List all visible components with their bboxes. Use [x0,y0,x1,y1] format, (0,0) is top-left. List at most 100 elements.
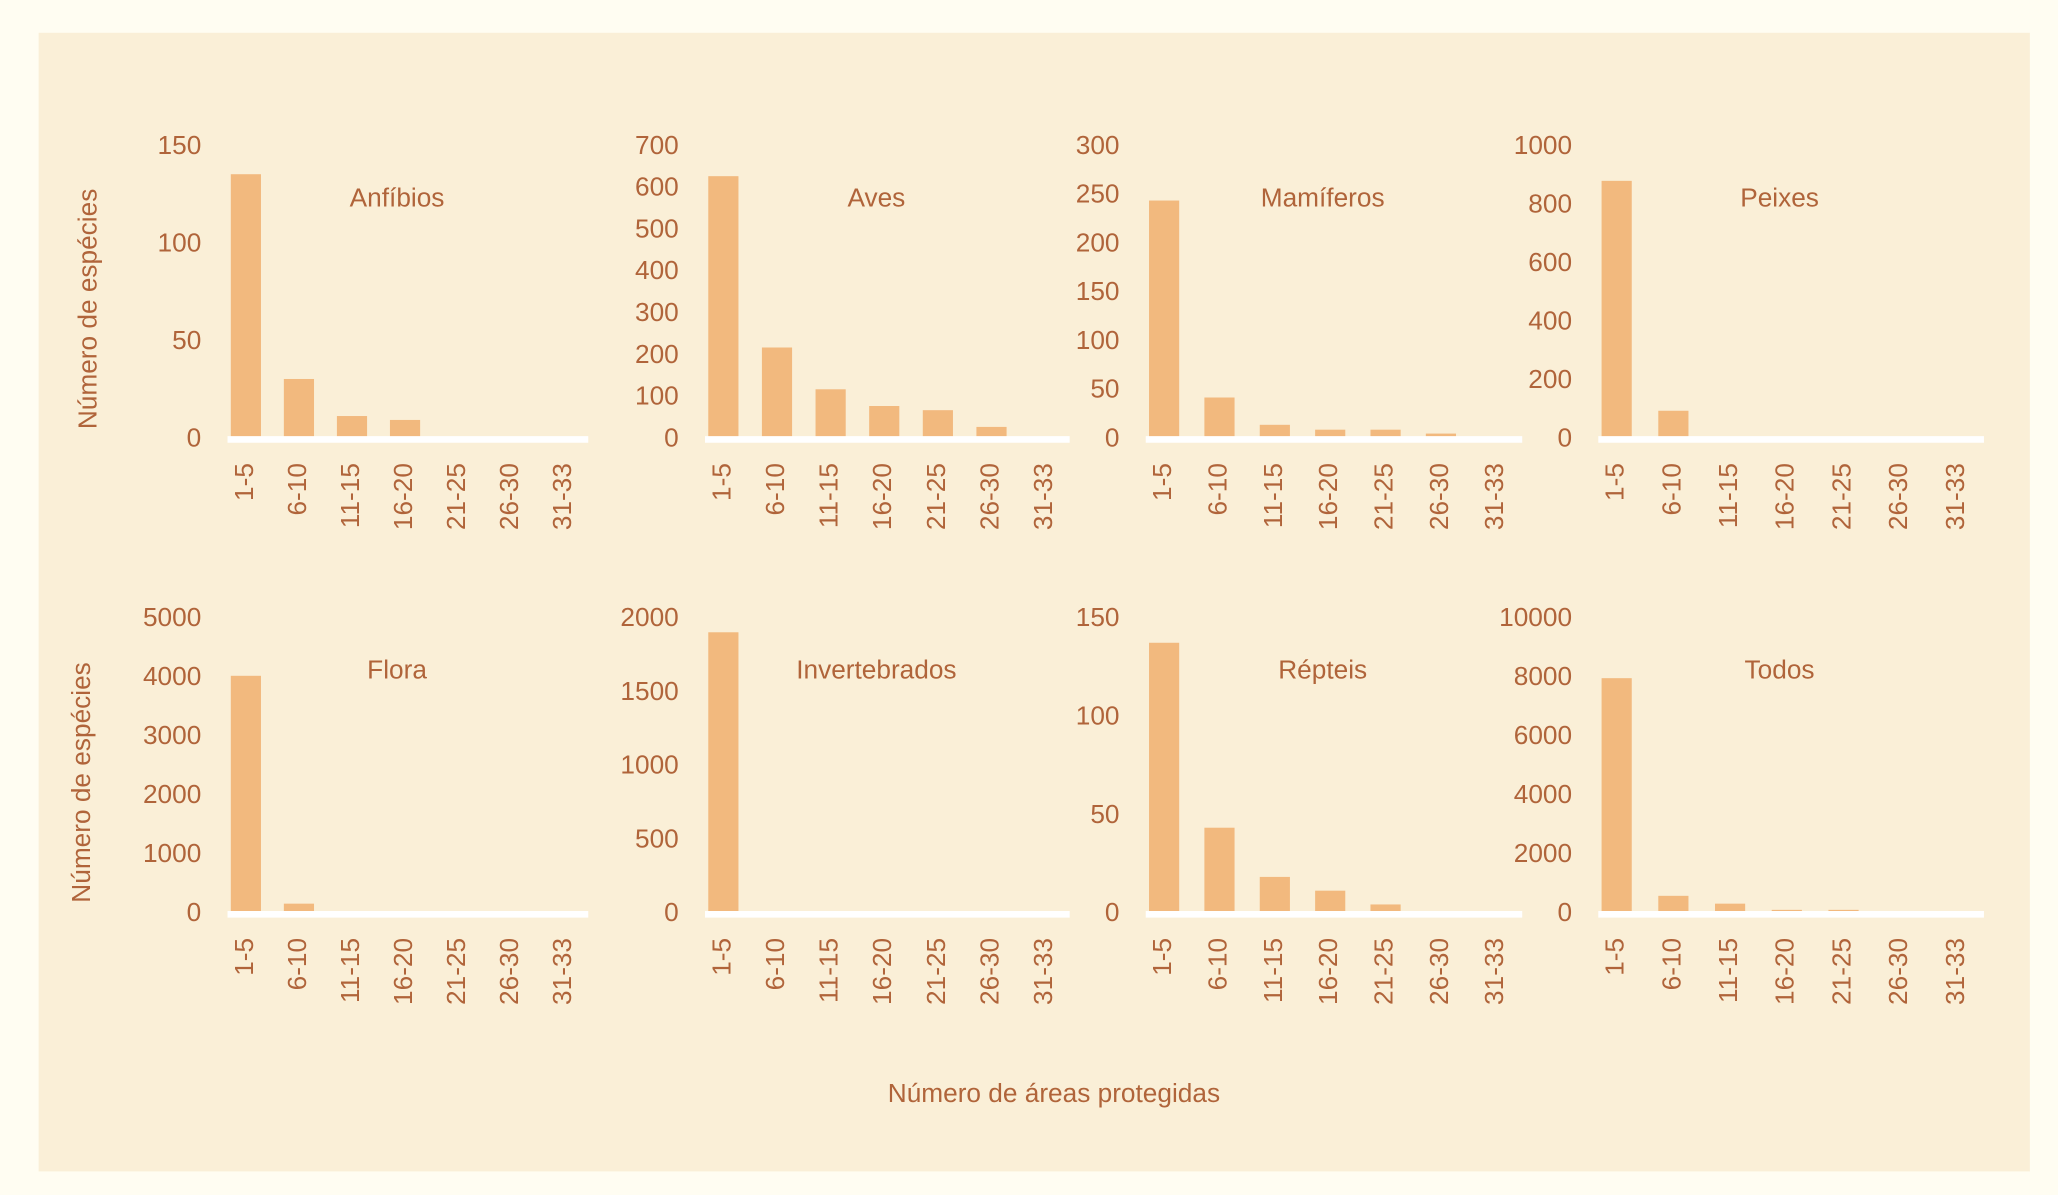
x-tick-label: 26-30 [494,938,524,1005]
bar [708,632,739,915]
x-tick-label: 11-15 [814,938,844,1003]
x-tick-label: 6-10 [1202,463,1232,515]
y-tick-label: 50 [1090,799,1119,829]
panel-background [38,32,2030,1172]
x-tick-label: 6-10 [1656,463,1686,515]
x-tick-label: 6-10 [760,463,790,515]
x-tick-label: 1-5 [1147,463,1177,501]
y-tick-label: 500 [635,213,679,243]
x-tick-label: 21-25 [1826,463,1856,530]
x-tick-label: 26-30 [1424,938,1454,1005]
y-tick-label: 2000 [620,602,678,632]
chart-title: Todos [1745,655,1815,685]
chart-title: Mamíferos [1261,182,1385,212]
y-tick-label: 8000 [1514,661,1572,691]
y-axis-label: Número de espécies [73,189,103,429]
bar [1204,827,1235,915]
y-tick-label: 3000 [143,720,201,750]
chart-title: Anfíbios [350,182,445,212]
y-tick-label: 600 [635,172,679,202]
x-tick-label: 16-20 [867,938,897,1005]
x-tick-label: 6-10 [760,938,790,990]
x-tick-label: 1-5 [706,463,736,501]
y-tick-label: 150 [158,130,202,160]
y-tick-label: 250 [1076,179,1120,209]
y-tick-label: 0 [1557,897,1572,927]
x-tick-label: 21-25 [1826,938,1856,1005]
y-tick-label: 1500 [620,676,678,706]
x-tick-label: 21-25 [441,463,471,530]
chart-title: Invertebrados [796,655,956,685]
y-tick-label: 100 [635,381,679,411]
x-tick-label: 16-20 [1313,938,1343,1005]
x-tick-label: 6-10 [1202,938,1232,990]
x-tick-label: 21-25 [1368,463,1398,530]
y-tick-label: 0 [1105,897,1120,927]
x-tick-label: 1-5 [1147,938,1177,976]
y-tick-label: 6000 [1514,720,1572,750]
x-tick-label: 26-30 [1424,463,1454,530]
x-tick-label: 11-15 [814,463,844,528]
bar [1259,424,1290,440]
y-tick-label: 50 [1090,374,1119,404]
bar [283,903,315,915]
y-tick-label: 300 [1076,130,1120,160]
y-tick-label: 2000 [1514,838,1572,868]
y-tick-label: 0 [664,897,679,927]
bar [1370,429,1401,440]
bar [1259,876,1290,915]
bar [869,406,900,440]
x-tick-label: 26-30 [1883,938,1913,1005]
x-tick-label: 31-33 [547,463,577,530]
chart-title: Flora [367,655,427,685]
y-tick-label: 4000 [143,661,201,691]
bar [1370,904,1401,915]
chart-title: Aves [847,182,905,212]
x-tick-label: 31-33 [1479,463,1509,530]
x-tick-label: 11-15 [1713,463,1743,528]
y-tick-label: 400 [1528,305,1572,335]
x-tick-label: 26-30 [494,463,524,530]
bar [1149,200,1180,440]
y-tick-label: 100 [1076,700,1120,730]
y-tick-label: 0 [187,422,202,452]
y-tick-label: 300 [635,297,679,327]
x-tick-label: 16-20 [1770,463,1800,530]
bar [1315,890,1346,915]
bar [1204,397,1235,440]
bar [815,389,846,440]
y-tick-label: 1000 [1514,130,1572,160]
y-tick-label: 1000 [620,750,678,780]
bar [1601,678,1632,915]
y-tick-label: 400 [635,255,679,285]
x-tick-label: 11-15 [1713,938,1743,1003]
bar [230,174,261,440]
bar [1715,903,1746,915]
x-tick-label: 16-20 [867,463,897,530]
y-tick-label: 1000 [143,838,201,868]
y-tick-label: 4000 [1514,779,1572,809]
y-tick-label: 150 [1076,276,1120,306]
y-tick-label: 800 [1528,188,1572,218]
y-tick-label: 200 [635,339,679,369]
bar [1149,642,1180,915]
y-tick-label: 200 [1528,364,1572,394]
y-axis-label: Número de espécies [66,662,96,902]
y-tick-label: 700 [635,130,679,160]
y-tick-label: 0 [1557,422,1572,452]
x-tick-label: 16-20 [388,938,418,1005]
y-tick-label: 100 [158,227,202,257]
y-tick-label: 100 [1076,325,1120,355]
x-tick-label: 21-25 [441,938,471,1005]
bar [1658,410,1689,440]
x-tick-label: 31-33 [1028,463,1058,530]
y-tick-label: 0 [187,897,202,927]
bar [708,176,739,440]
y-tick-label: 150 [1076,602,1120,632]
x-tick-label: 11-15 [335,938,365,1003]
x-tick-label: 26-30 [974,463,1004,530]
bar [389,419,421,440]
y-tick-label: 500 [635,823,679,853]
x-tick-label: 21-25 [1368,938,1398,1005]
